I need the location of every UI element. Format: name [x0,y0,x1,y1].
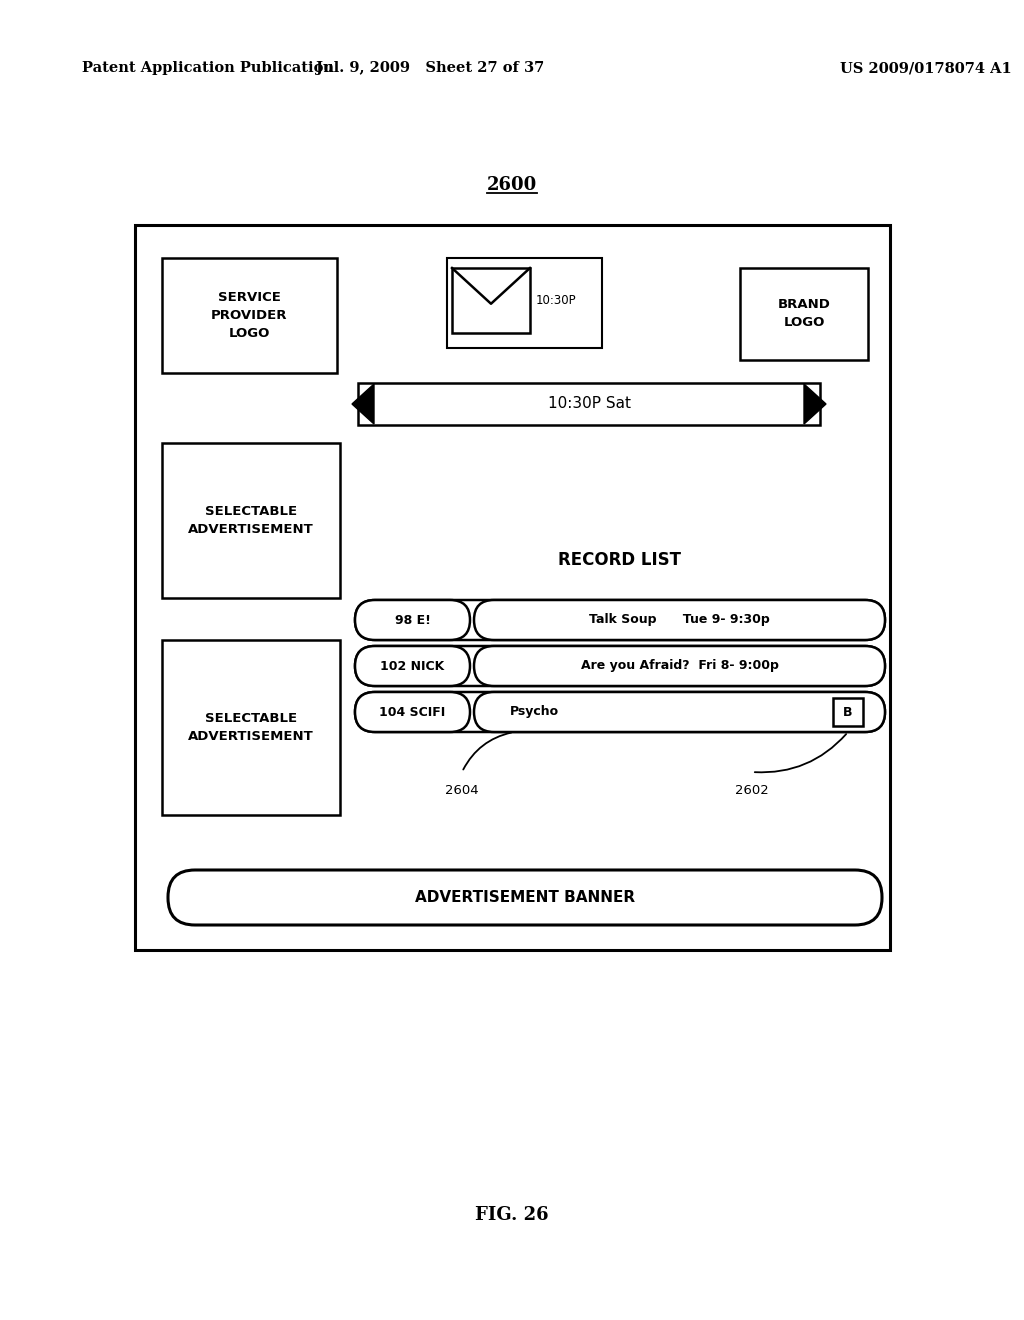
FancyBboxPatch shape [474,692,885,733]
Text: BRAND
LOGO: BRAND LOGO [777,298,830,330]
Text: Are you Afraid?  Fri 8- 9:00p: Are you Afraid? Fri 8- 9:00p [581,660,778,672]
FancyBboxPatch shape [358,383,820,425]
FancyBboxPatch shape [474,601,885,640]
Text: Talk Soup      Tue 9- 9:30p: Talk Soup Tue 9- 9:30p [589,614,770,627]
Text: 10:30P Sat: 10:30P Sat [548,396,631,412]
FancyBboxPatch shape [452,268,530,333]
FancyBboxPatch shape [162,444,340,598]
FancyBboxPatch shape [355,645,470,686]
Text: RECORD LIST: RECORD LIST [558,550,682,569]
FancyBboxPatch shape [355,692,470,733]
Text: SELECTABLE
ADVERTISEMENT: SELECTABLE ADVERTISEMENT [188,711,314,743]
Text: US 2009/0178074 A1: US 2009/0178074 A1 [840,61,1012,75]
Text: FIG. 26: FIG. 26 [475,1206,549,1224]
FancyBboxPatch shape [355,645,885,686]
Text: 2602: 2602 [735,784,769,797]
Text: Psycho: Psycho [509,705,558,718]
Text: Patent Application Publication: Patent Application Publication [82,61,334,75]
FancyBboxPatch shape [833,697,863,726]
FancyBboxPatch shape [355,692,885,733]
Text: Jul. 9, 2009   Sheet 27 of 37: Jul. 9, 2009 Sheet 27 of 37 [315,61,544,75]
Text: SELECTABLE
ADVERTISEMENT: SELECTABLE ADVERTISEMENT [188,506,314,536]
Text: 102 NICK: 102 NICK [380,660,444,672]
FancyBboxPatch shape [740,268,868,360]
Text: ADVERTISEMENT BANNER: ADVERTISEMENT BANNER [415,890,635,906]
Text: 2600: 2600 [486,176,538,194]
FancyBboxPatch shape [135,224,890,950]
Text: 10:30P: 10:30P [536,294,577,308]
Text: 104 SCIFI: 104 SCIFI [379,705,445,718]
FancyBboxPatch shape [474,645,885,686]
Polygon shape [352,384,374,424]
FancyBboxPatch shape [162,640,340,814]
Text: 98 E!: 98 E! [394,614,430,627]
Polygon shape [804,384,826,424]
Text: B: B [843,705,853,718]
Text: 2604: 2604 [445,784,479,797]
Text: SERVICE
PROVIDER
LOGO: SERVICE PROVIDER LOGO [211,290,288,341]
FancyBboxPatch shape [355,601,470,640]
FancyBboxPatch shape [162,257,337,374]
FancyBboxPatch shape [355,601,885,640]
FancyBboxPatch shape [168,870,882,925]
